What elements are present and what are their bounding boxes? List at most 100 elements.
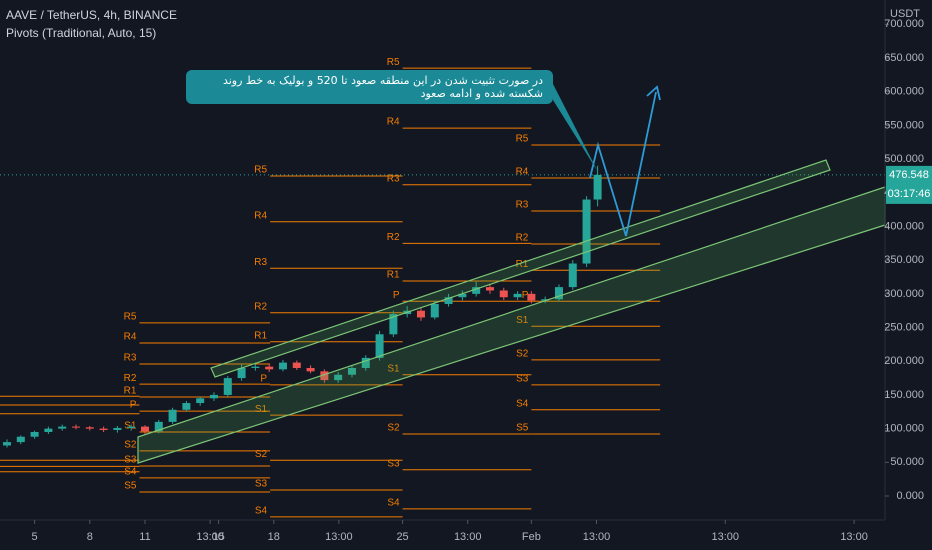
candle-body [168, 409, 177, 422]
pivot-label: S2 [255, 449, 268, 460]
candle-body [472, 287, 481, 294]
candle-body [582, 199, 591, 264]
candle-body [127, 426, 136, 428]
y-tick-label: 150.000 [884, 389, 924, 401]
candle-body [375, 334, 384, 358]
candle-body [44, 428, 53, 432]
pivot-label: R5 [387, 57, 400, 68]
pivot-label: P [130, 400, 137, 411]
candle-body [458, 293, 467, 298]
x-tick-label: 13:00 [196, 531, 224, 543]
candle-body [444, 297, 453, 304]
candle-body [209, 394, 218, 399]
pivot-label: S3 [387, 458, 400, 469]
candle-body [320, 371, 329, 381]
x-tick-label: Feb [522, 531, 541, 543]
pivot-label: P [260, 373, 267, 384]
candle-body [223, 378, 232, 395]
pivot-label: R5 [254, 165, 267, 176]
candle-body [541, 299, 550, 301]
pivot-label: S3 [516, 373, 529, 384]
pivot-label: R1 [124, 386, 137, 397]
candle-body [154, 421, 163, 432]
pivot-label: S1 [516, 315, 529, 326]
candle-body [71, 426, 80, 428]
pivot-label: R5 [516, 134, 529, 145]
pivot-label: R3 [516, 200, 529, 211]
x-tick-label: 13:00 [325, 531, 353, 543]
candle-body [58, 426, 67, 429]
candle-body [485, 287, 494, 291]
candle-body [513, 293, 522, 298]
pivot-label: R5 [124, 311, 137, 322]
x-tick-label: 13:00 [712, 531, 740, 543]
y-tick-label: 200.000 [884, 355, 924, 367]
candle-body [306, 367, 315, 372]
pivot-label: R4 [516, 167, 529, 178]
y-tick-label: 550.000 [884, 119, 924, 131]
pivot-label: R2 [387, 232, 400, 243]
pivot-label: S2 [516, 349, 529, 360]
pivot-label: R4 [124, 332, 137, 343]
pivot-label: S4 [387, 497, 400, 508]
candle-body [265, 366, 274, 370]
candle-body [593, 174, 602, 200]
annotation: در صورت تثبیت شدن در این منطقه صعود تا 5… [186, 70, 553, 104]
y-tick-label: 300.000 [884, 288, 924, 300]
chart-title: AAVE / TetherUS, 4h, BINANCE [6, 8, 177, 22]
x-tick-label: 11 [139, 531, 150, 543]
pivot-label: R4 [254, 210, 267, 221]
pivot-label: S5 [516, 423, 529, 434]
pivot-label: R2 [254, 301, 267, 312]
pivot-label: R1 [254, 330, 267, 341]
plot-area: R5R4R3S3S4S5R5R4R3R2R1PS1S2S3S4S5R5R4R3R… [0, 57, 885, 518]
pivot-label: S1 [387, 363, 400, 374]
candle-body [334, 374, 343, 381]
candle-body [347, 367, 356, 375]
price-tag-value: 476.548 [889, 169, 929, 181]
candle-body [113, 427, 122, 430]
candle-body [499, 290, 508, 298]
upper-channel [210, 159, 831, 378]
x-tick-label: 13:00 [454, 531, 482, 543]
pivot-label: S3 [124, 455, 137, 466]
y-tick-label: 650.000 [884, 52, 924, 64]
x-tick-label: 13:00 [840, 531, 868, 543]
pivot-label: S2 [387, 423, 400, 434]
pivot-label: R1 [516, 259, 529, 270]
pivot-label: S1 [255, 404, 268, 415]
candle-body [416, 310, 425, 318]
candle-body [196, 398, 205, 404]
pivot-label: R4 [387, 117, 400, 128]
pivot-label: P [522, 290, 529, 301]
y-tick-label: 50.000 [890, 456, 924, 468]
pivot-label: R3 [124, 353, 137, 364]
y-tick-label: 600.000 [884, 86, 924, 98]
lower-channel [137, 186, 886, 464]
candle-body [554, 287, 563, 300]
candle-body [568, 263, 577, 288]
y-tick-label: 350.000 [884, 254, 924, 266]
callout-pointer [553, 84, 598, 172]
candle-body [30, 431, 39, 437]
pivot-label: S2 [124, 440, 137, 451]
pivot-label: S4 [516, 398, 529, 409]
pivot-label: R2 [124, 373, 137, 384]
pivot-label: S3 [255, 479, 268, 490]
candle-body [140, 426, 149, 432]
candle-body [99, 428, 108, 430]
pivot-label: R2 [516, 233, 529, 244]
y-tick-label: 250.000 [884, 321, 924, 333]
candle-body [278, 362, 287, 370]
candle-body [389, 314, 398, 335]
candle-body [361, 357, 370, 368]
pivot-label: R3 [254, 257, 267, 268]
pivot-label: R3 [387, 173, 400, 184]
x-tick-label: 25 [396, 531, 408, 543]
y-tick-label: 400.000 [884, 220, 924, 232]
candle-body [182, 403, 191, 410]
candle-body [251, 366, 260, 368]
countdown: 03:17:46 [888, 188, 931, 200]
candle-body [16, 436, 25, 443]
